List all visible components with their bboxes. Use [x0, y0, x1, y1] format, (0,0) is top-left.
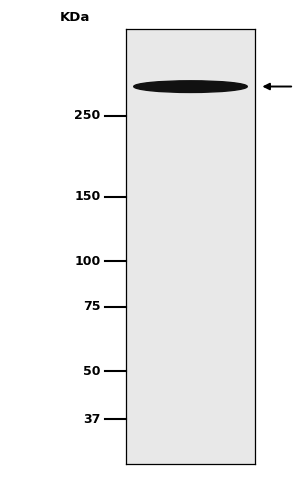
Ellipse shape	[134, 81, 247, 92]
Text: KDa: KDa	[60, 11, 90, 24]
Text: 150: 150	[74, 190, 100, 203]
Text: 37: 37	[83, 413, 100, 426]
Text: 75: 75	[83, 301, 100, 313]
Text: 50: 50	[83, 365, 100, 378]
Text: 100: 100	[74, 255, 100, 268]
Text: 250: 250	[74, 109, 100, 122]
